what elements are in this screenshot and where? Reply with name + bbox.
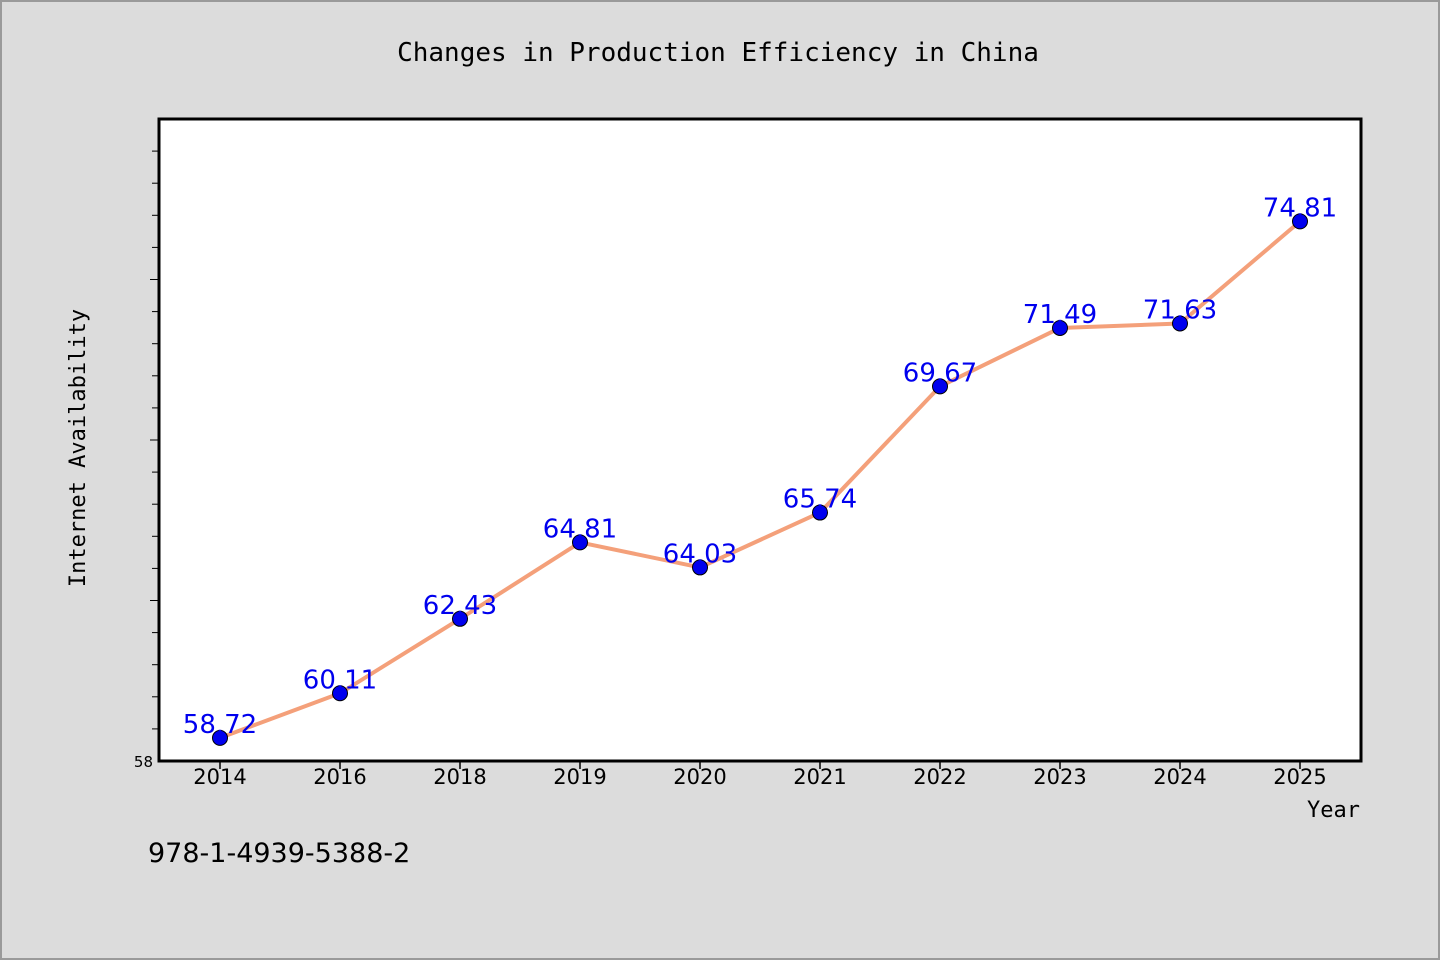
x-tick-label: 2025 [1273, 765, 1326, 789]
y-tick-label: 58 [134, 753, 153, 771]
data-point [1052, 319, 1068, 336]
data-label: 62.43 [423, 591, 497, 621]
x-tick-label: 2016 [313, 765, 366, 789]
x-axis-label: Year [1307, 798, 1360, 823]
y-axis-tick-labels: 58 [134, 753, 153, 771]
data-label: 69.67 [903, 358, 977, 388]
y-axis-ticks [150, 150, 159, 730]
data-label: 74.81 [1263, 193, 1337, 223]
x-tick-label: 2022 [913, 765, 966, 789]
data-point [452, 610, 468, 627]
plot-area [157, 117, 1363, 763]
data-label: 71.63 [1143, 295, 1217, 325]
data-point [1172, 315, 1188, 332]
x-tick-label: 2014 [193, 765, 246, 789]
y-axis-label: Internet Availability [66, 309, 91, 587]
x-axis-ticks [219, 761, 1301, 769]
x-tick-label: 2024 [1153, 765, 1206, 789]
data-point [572, 534, 588, 551]
data-point [212, 729, 228, 746]
x-tick-label: 2023 [1033, 765, 1086, 789]
x-tick-label: 2021 [793, 765, 846, 789]
data-label: 64.03 [663, 539, 737, 569]
x-tick-label: 2019 [553, 765, 606, 789]
series-line [218, 219, 1302, 740]
data-point [332, 685, 348, 702]
data-label: 60.11 [303, 665, 377, 695]
data-point [812, 504, 828, 521]
data-labels: 58.72 60.11 62.43 64.81 64.03 65.74 69.67 71.49… [183, 193, 1337, 739]
chart-title: Changes in Production Efficiency in Chin… [397, 38, 1039, 68]
data-point [692, 559, 708, 576]
data-point [1292, 213, 1308, 230]
x-tick-label: 2018 [433, 765, 486, 789]
data-point [932, 378, 948, 395]
data-label: 58.72 [183, 710, 257, 740]
data-label: 65.74 [783, 485, 857, 515]
x-axis-tick-labels: 2014 2016 2018 2019 2020 2021 2022 2023 2024 2025 [193, 765, 1326, 789]
data-label: 64.81 [543, 514, 617, 544]
series-layer [212, 213, 1308, 746]
footer-note: 978-1-4939-5388-2 [148, 838, 410, 869]
data-label: 71.49 [1023, 300, 1097, 330]
x-tick-label: 2020 [673, 765, 726, 789]
